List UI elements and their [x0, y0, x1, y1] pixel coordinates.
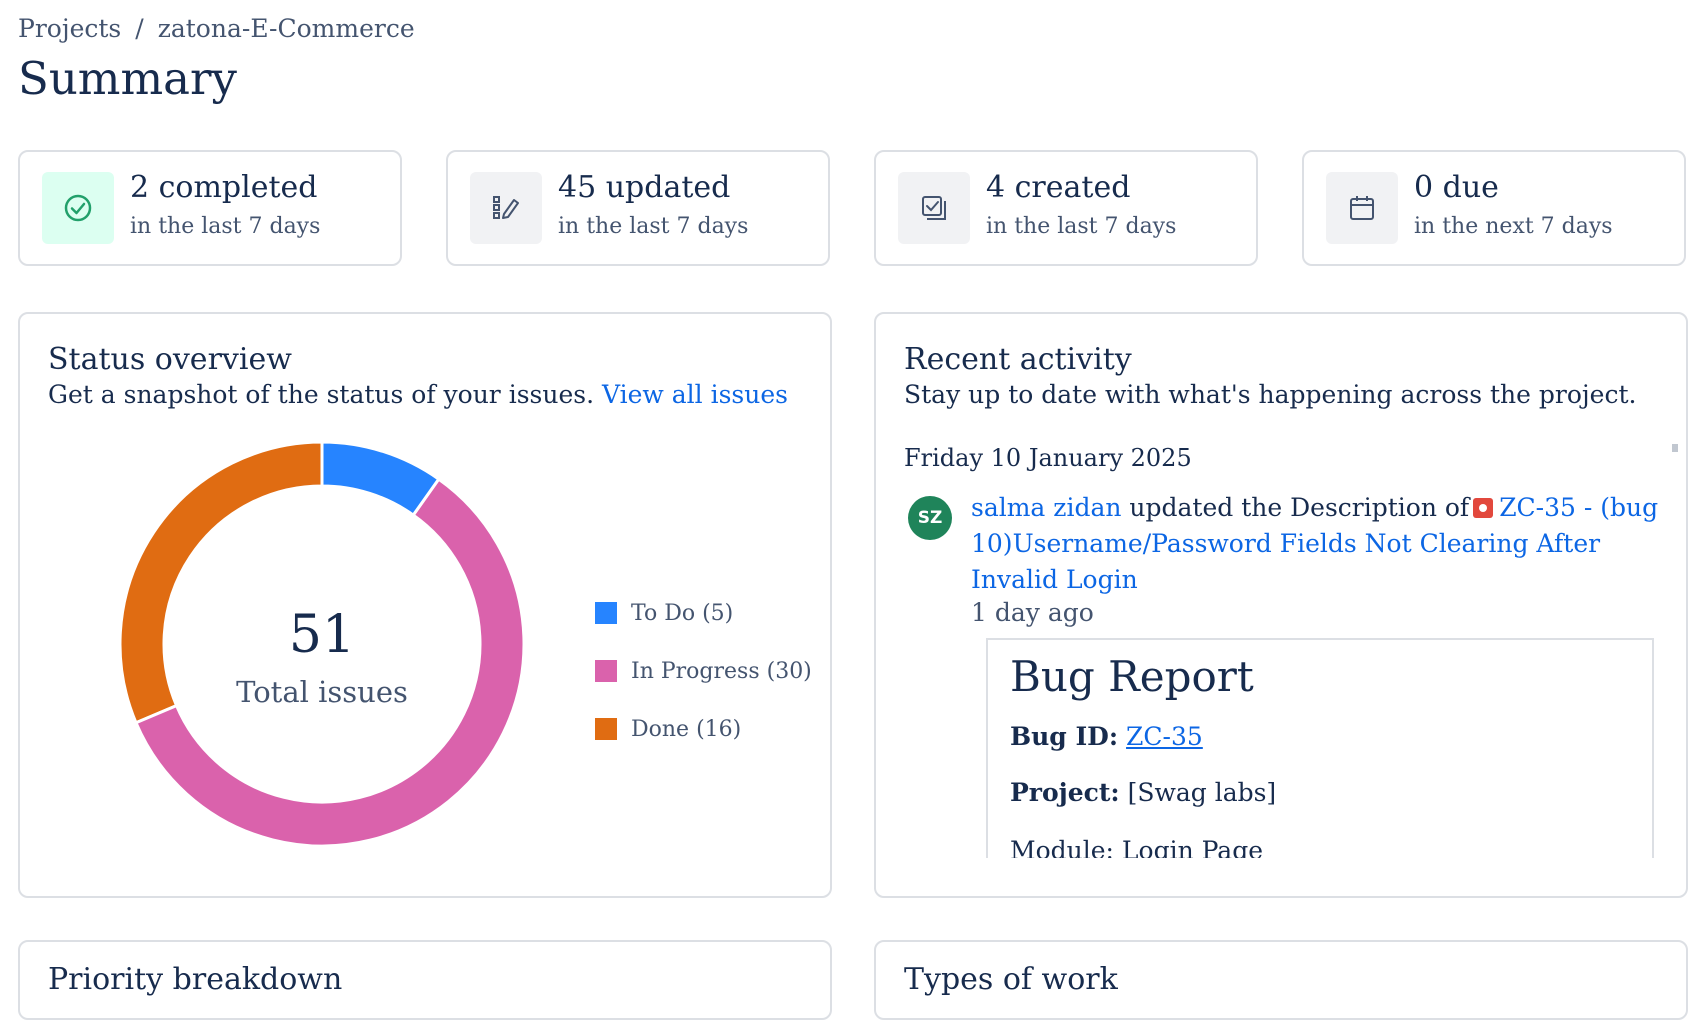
stat-main-text: 45 updated [558, 170, 731, 205]
activity-timestamp: 1 day ago [971, 598, 1094, 627]
status-overview-title: Status overview [48, 342, 292, 377]
bug-id-label: Bug ID: [1010, 722, 1119, 751]
calendar-icon [1326, 172, 1398, 244]
legend-swatch [595, 602, 617, 624]
stat-card-completed[interactable]: 2 completed in the last 7 days [18, 150, 402, 266]
recent-activity-panel: Recent activity Stay up to date with wha… [874, 312, 1688, 898]
stat-main-text: 0 due [1414, 170, 1499, 205]
status-legend: To Do (5) In Progress (30) Done (16) [595, 584, 812, 758]
donut-segment-in-progress[interactable] [134, 477, 526, 848]
project-value: [Swag labs] [1127, 778, 1277, 807]
project-label: Project: [1010, 778, 1120, 807]
description-preview: Bug Report Bug ID: ZC-35 Project: [Swag … [986, 638, 1654, 858]
activity-issue-title-link[interactable]: (bug 10)Username/Password Fields Not Cle… [971, 493, 1659, 594]
stat-sub-text: in the last 7 days [130, 214, 321, 239]
page-title: Summary [18, 52, 237, 105]
stat-main-text: 4 created [986, 170, 1131, 205]
project-line: Project: [Swag labs] [1010, 778, 1276, 807]
activity-issue-key-link[interactable]: ZC-35 - [1499, 493, 1593, 522]
stat-sub-text: in the last 7 days [558, 214, 749, 239]
activity-date-heading: Friday 10 January 2025 [904, 444, 1192, 472]
status-donut-chart: 51 Total issues [118, 440, 526, 848]
stat-card-created[interactable]: 4 created in the last 7 days [874, 150, 1258, 266]
bug-id-link[interactable]: ZC-35 [1126, 722, 1203, 751]
stat-sub-text: in the next 7 days [1414, 214, 1613, 239]
types-of-work-panel: Types of work [874, 940, 1688, 1020]
activity-user-link[interactable]: salma zidan [971, 493, 1122, 522]
legend-label: Done (16) [631, 716, 742, 742]
breadcrumb-project-link[interactable]: zatona-E-Commerce [157, 14, 415, 43]
recent-activity-description: Stay up to date with what's happening ac… [904, 380, 1637, 409]
legend-swatch [595, 718, 617, 740]
description-heading: Bug Report [1010, 652, 1254, 701]
stat-main-text: 2 completed [130, 170, 318, 205]
legend-label: In Progress (30) [631, 658, 812, 684]
status-overview-panel: Status overview Get a snapshot of the st… [18, 312, 832, 898]
bug-icon [1473, 498, 1494, 518]
stat-card-updated[interactable]: 45 updated in the last 7 days [446, 150, 830, 266]
priority-breakdown-panel: Priority breakdown [18, 940, 832, 1020]
avatar[interactable]: SZ [908, 496, 952, 540]
breadcrumb: Projects / zatona-E-Commerce [18, 14, 415, 43]
donut-segment-todo[interactable] [320, 440, 441, 518]
legend-item-done[interactable]: Done (16) [595, 700, 812, 758]
stat-card-due[interactable]: 0 due in the next 7 days [1302, 150, 1686, 266]
types-of-work-title: Types of work [904, 962, 1118, 997]
activity-item: salma zidan updated the Description of ZC… [971, 490, 1661, 598]
breadcrumb-projects-link[interactable]: Projects [18, 14, 122, 43]
legend-item-todo[interactable]: To Do (5) [595, 584, 812, 642]
recent-activity-title: Recent activity [904, 342, 1132, 377]
scrollbar-thumb[interactable] [1672, 444, 1678, 452]
bug-id-line: Bug ID: ZC-35 [1010, 722, 1203, 751]
priority-breakdown-title: Priority breakdown [48, 962, 343, 997]
donut-total-label: Total issues [236, 675, 408, 709]
breadcrumb-separator: / [135, 14, 144, 43]
donut-total-count: 51 [289, 605, 355, 665]
status-overview-description: Get a snapshot of the status of your iss… [48, 380, 788, 409]
status-overview-description-text: Get a snapshot of the status of your iss… [48, 380, 595, 409]
stat-sub-text: in the last 7 days [986, 214, 1177, 239]
legend-swatch [595, 660, 617, 682]
edit-list-icon [470, 172, 542, 244]
view-all-issues-link[interactable]: View all issues [601, 380, 788, 409]
created-checkbox-icon [898, 172, 970, 244]
module-line-cut: Module: Login Page [1010, 836, 1264, 858]
activity-action-text: updated the Description of [1129, 493, 1470, 522]
legend-item-in-progress[interactable]: In Progress (30) [595, 642, 812, 700]
check-circle-icon [42, 172, 114, 244]
legend-label: To Do (5) [631, 600, 734, 626]
